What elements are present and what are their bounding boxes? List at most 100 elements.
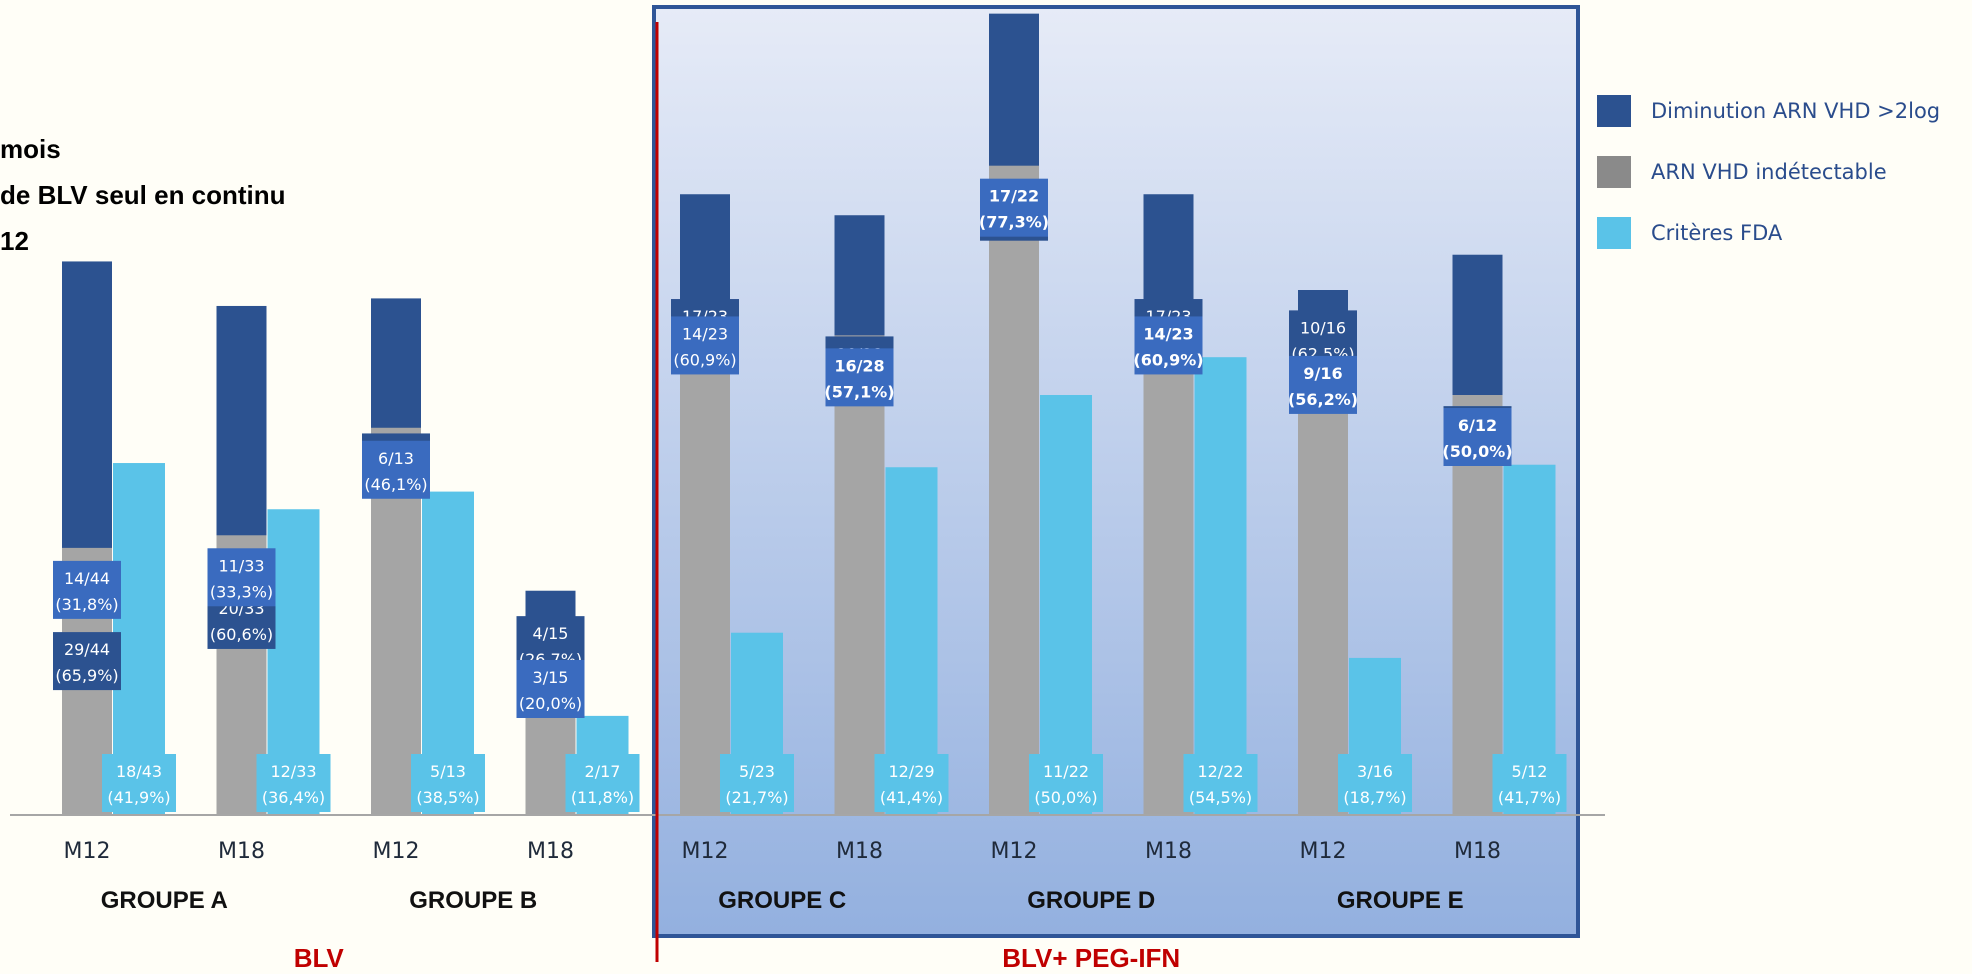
- label-indetectable-groupe-a-m12: 14/44 (31,8%): [53, 560, 121, 619]
- label-indetectable-groupe-c-m12-percent: (60,9%): [673, 350, 736, 369]
- label-indetectable-groupe-d-m18-box: [1134, 316, 1203, 375]
- label-indetectable-groupe-c-m18-box: [825, 348, 894, 407]
- label-diminution-groupe-a-m12-box: [53, 632, 121, 691]
- group-label-groupe-c: GROUPE C: [718, 887, 846, 914]
- group-label-groupe-b: GROUPE B: [409, 887, 537, 914]
- label-fda-groupe-a-m18-count: 12/33: [270, 762, 316, 781]
- bar-indetectable-groupe-c-m18: [834, 335, 885, 815]
- label-diminution-groupe-a-m18-percent: (60,6%): [210, 625, 273, 644]
- label-fda-groupe-e-m12-box: [1338, 754, 1412, 812]
- label-fda-groupe-e-m12-percent: (18,7%): [1343, 788, 1406, 807]
- label-fda-groupe-a-m12-count: 18/43: [116, 762, 162, 781]
- label-fda-groupe-e-m12: 3/16 (18,7%): [1338, 754, 1412, 812]
- label-fda-groupe-c-m18: 12/29 (41,4%): [874, 754, 949, 812]
- label-indetectable-groupe-b-m12-percent: (46,1%): [364, 475, 427, 494]
- label-fda-groupe-d-m12-percent: (50,0%): [1034, 788, 1097, 807]
- label-fda-groupe-b-m18: 2/17 (11,8%): [565, 754, 640, 812]
- label-indetectable-groupe-e-m18-count: 6/12: [1458, 416, 1497, 435]
- legend-item-diminution: Diminution ARN VHD >2log: [1597, 95, 1940, 127]
- label-fda-groupe-a-m18-box: [256, 754, 331, 812]
- label-fda-groupe-d-m18-count: 12/22: [1197, 762, 1243, 781]
- label-diminution-groupe-a-m12-percent: (65,9%): [55, 666, 118, 685]
- label-indetectable-groupe-d-m18-percent: (60,9%): [1133, 350, 1203, 369]
- tick-label-groupe-a-m18: M18: [218, 839, 265, 864]
- label-indetectable-groupe-c-m18-percent: (57,1%): [824, 382, 894, 401]
- label-fda-groupe-a-m12-percent: (41,9%): [107, 788, 170, 807]
- label-fda-groupe-e-m18-count: 5/12: [1512, 762, 1548, 781]
- label-indetectable-groupe-b-m12-box: [362, 440, 430, 499]
- label-fda-groupe-a-m12: 18/43 (41,9%): [102, 754, 176, 812]
- label-indetectable-groupe-b-m18-box: [516, 660, 585, 718]
- group-label-groupe-d: GROUPE D: [1027, 887, 1155, 914]
- label-indetectable-groupe-d-m12-count: 17/22: [989, 187, 1039, 206]
- label-indetectable-groupe-d-m12-box: [980, 178, 1048, 237]
- label-fda-groupe-c-m12-count: 5/23: [739, 762, 775, 781]
- label-fda-groupe-c-m12-box: [720, 754, 794, 812]
- label-indetectable-groupe-e-m18-box: [1443, 408, 1512, 466]
- label-fda-groupe-c-m18-percent: (41,4%): [880, 788, 943, 807]
- label-fda-groupe-b-m12-percent: (38,5%): [416, 788, 479, 807]
- label-diminution-groupe-b-m18-count: 4/15: [533, 624, 569, 643]
- label-fda-groupe-b-m18-percent: (11,8%): [571, 788, 634, 807]
- label-fda-groupe-d-m18-box: [1183, 754, 1258, 812]
- label-indetectable-groupe-a-m18: 11/33 (33,3%): [207, 548, 276, 607]
- label-indetectable-groupe-b-m12: 6/13 (46,1%): [362, 440, 430, 499]
- blv-peg-ifn-panel: [652, 5, 1580, 938]
- label-fda-groupe-d-m12-count: 11/22: [1043, 762, 1089, 781]
- label-indetectable-groupe-c-m12-count: 14/23: [682, 324, 728, 343]
- label-fda-groupe-a-m18: 12/33 (36,4%): [256, 754, 331, 812]
- bar-fda-groupe-d-m12: [1040, 395, 1092, 815]
- label-indetectable-groupe-d-m12-percent: (77,3%): [979, 213, 1049, 232]
- label-indetectable-groupe-e-m12-count: 9/16: [1303, 364, 1342, 383]
- label-indetectable-groupe-e-m18: 6/12 (50,0%): [1442, 408, 1513, 466]
- label-fda-groupe-e-m18-percent: (41,7%): [1498, 788, 1561, 807]
- bar-indetectable-groupe-e-m12: [1298, 342, 1348, 815]
- label-indetectable-groupe-c-m18-count: 16/28: [834, 356, 884, 375]
- label-fda-groupe-e-m18: 5/12 (41,7%): [1492, 754, 1567, 812]
- legend-label-indetectable: ARN VHD indétectable: [1651, 160, 1887, 184]
- label-diminution-groupe-a-m12: 29/44 (65,9%): [53, 632, 121, 691]
- tick-label-groupe-b-m12: M12: [373, 839, 420, 864]
- tick-label-groupe-d-m12: M12: [991, 839, 1038, 864]
- label-fda-groupe-b-m12: 5/13 (38,5%): [411, 754, 485, 812]
- label-diminution-groupe-a-m12-count: 29/44: [64, 640, 110, 659]
- legend-label-diminution: Diminution ARN VHD >2log: [1651, 99, 1941, 123]
- legend-swatch-fda: [1597, 217, 1631, 249]
- group-label-groupe-a: GROUPE A: [101, 887, 228, 914]
- bar-fda-groupe-d-m18: [1194, 357, 1247, 815]
- label-indetectable-groupe-d-m12: 17/22 (77,3%): [979, 178, 1049, 237]
- label-fda-groupe-b-m18-count: 2/17: [585, 762, 621, 781]
- label-indetectable-groupe-e-m12-box: [1289, 355, 1357, 414]
- label-indetectable-groupe-a-m12-box: [53, 560, 121, 619]
- legend-label-fda: Critères FDA: [1651, 221, 1783, 245]
- label-fda-groupe-d-m18-percent: (54,5%): [1189, 788, 1252, 807]
- label-indetectable-groupe-e-m12-percent: (56,2%): [1288, 390, 1358, 409]
- label-fda-groupe-c-m18-count: 12/29: [888, 762, 934, 781]
- note-line-2: de BLV seul en continu: [0, 180, 286, 210]
- label-indetectable-groupe-b-m12-count: 6/13: [378, 449, 414, 468]
- label-fda-groupe-e-m12-count: 3/16: [1357, 762, 1393, 781]
- label-indetectable-groupe-c-m18: 16/28 (57,1%): [824, 348, 895, 407]
- tick-label-groupe-c-m12: M12: [682, 839, 729, 864]
- bar-indetectable-groupe-d-m18: [1143, 303, 1194, 815]
- label-fda-groupe-a-m18-percent: (36,4%): [262, 788, 325, 807]
- label-fda-groupe-a-m12-box: [102, 754, 176, 812]
- note-line-3: 12: [0, 226, 29, 256]
- label-fda-groupe-c-m12-percent: (21,7%): [725, 788, 788, 807]
- legend-swatch-indetectable: [1597, 156, 1631, 188]
- legend-swatch-diminution: [1597, 95, 1631, 127]
- label-indetectable-groupe-a-m12-count: 14/44: [64, 569, 110, 588]
- section-label-blv: BLV: [294, 943, 345, 973]
- group-label-groupe-e: GROUPE E: [1337, 887, 1464, 914]
- label-fda-groupe-d-m18: 12/22 (54,5%): [1183, 754, 1258, 812]
- label-indetectable-groupe-c-m12-box: [671, 316, 739, 375]
- tick-label-groupe-b-m18: M18: [527, 839, 574, 864]
- label-indetectable-groupe-b-m18: 3/15 (20,0%): [516, 660, 585, 718]
- legend: Diminution ARN VHD >2log ARN VHD indétec…: [1597, 95, 1940, 278]
- label-indetectable-groupe-a-m18-box: [207, 548, 276, 607]
- label-fda-groupe-e-m18-box: [1492, 754, 1567, 812]
- label-indetectable-groupe-d-m18-count: 14/23: [1143, 324, 1193, 343]
- legend-item-indetectable: ARN VHD indétectable: [1597, 156, 1940, 188]
- label-fda-groupe-c-m18-box: [874, 754, 949, 812]
